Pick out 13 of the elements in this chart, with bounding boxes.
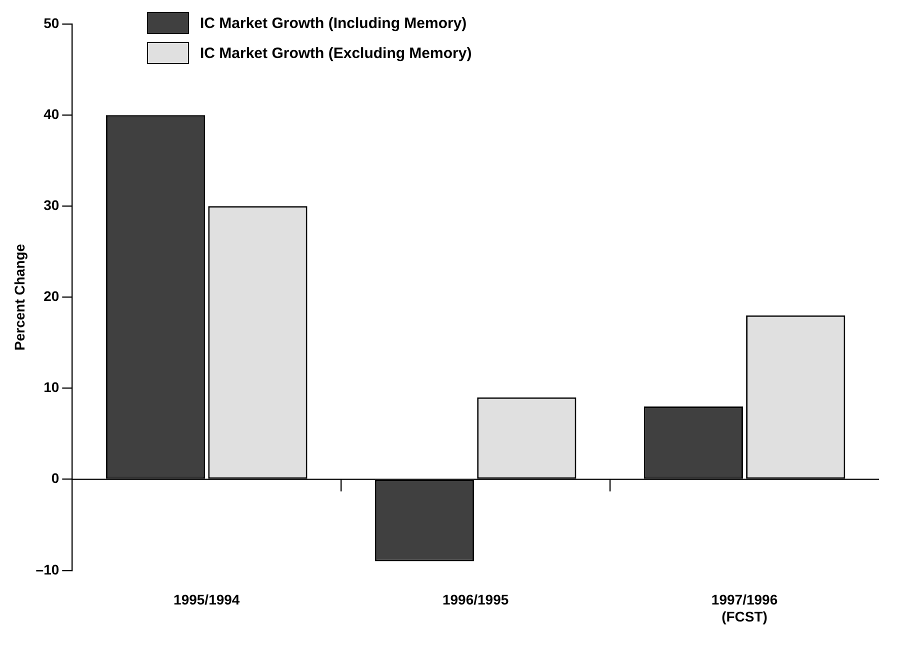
legend-label: IC Market Growth (Including Memory) xyxy=(200,14,467,32)
y-tick-label: 40 xyxy=(44,106,60,122)
x-tick-label: 1996/1995 xyxy=(442,592,509,608)
y-tick-label: 20 xyxy=(44,288,60,304)
y-tick-label: 30 xyxy=(44,196,60,213)
x-tick-label: 1997/1996 (FCST) xyxy=(711,592,778,624)
y-tick-label: –10 xyxy=(36,561,60,578)
x-tick-label: 1995/1994 xyxy=(174,592,240,608)
y-tick-label: 50 xyxy=(44,14,60,31)
legend-label: IC Market Growth (Excluding Memory) xyxy=(200,44,472,62)
y-tick-label: 0 xyxy=(51,470,60,486)
y-axis-title: Percent Change xyxy=(11,244,28,350)
y-tick-label: 10 xyxy=(44,379,60,396)
